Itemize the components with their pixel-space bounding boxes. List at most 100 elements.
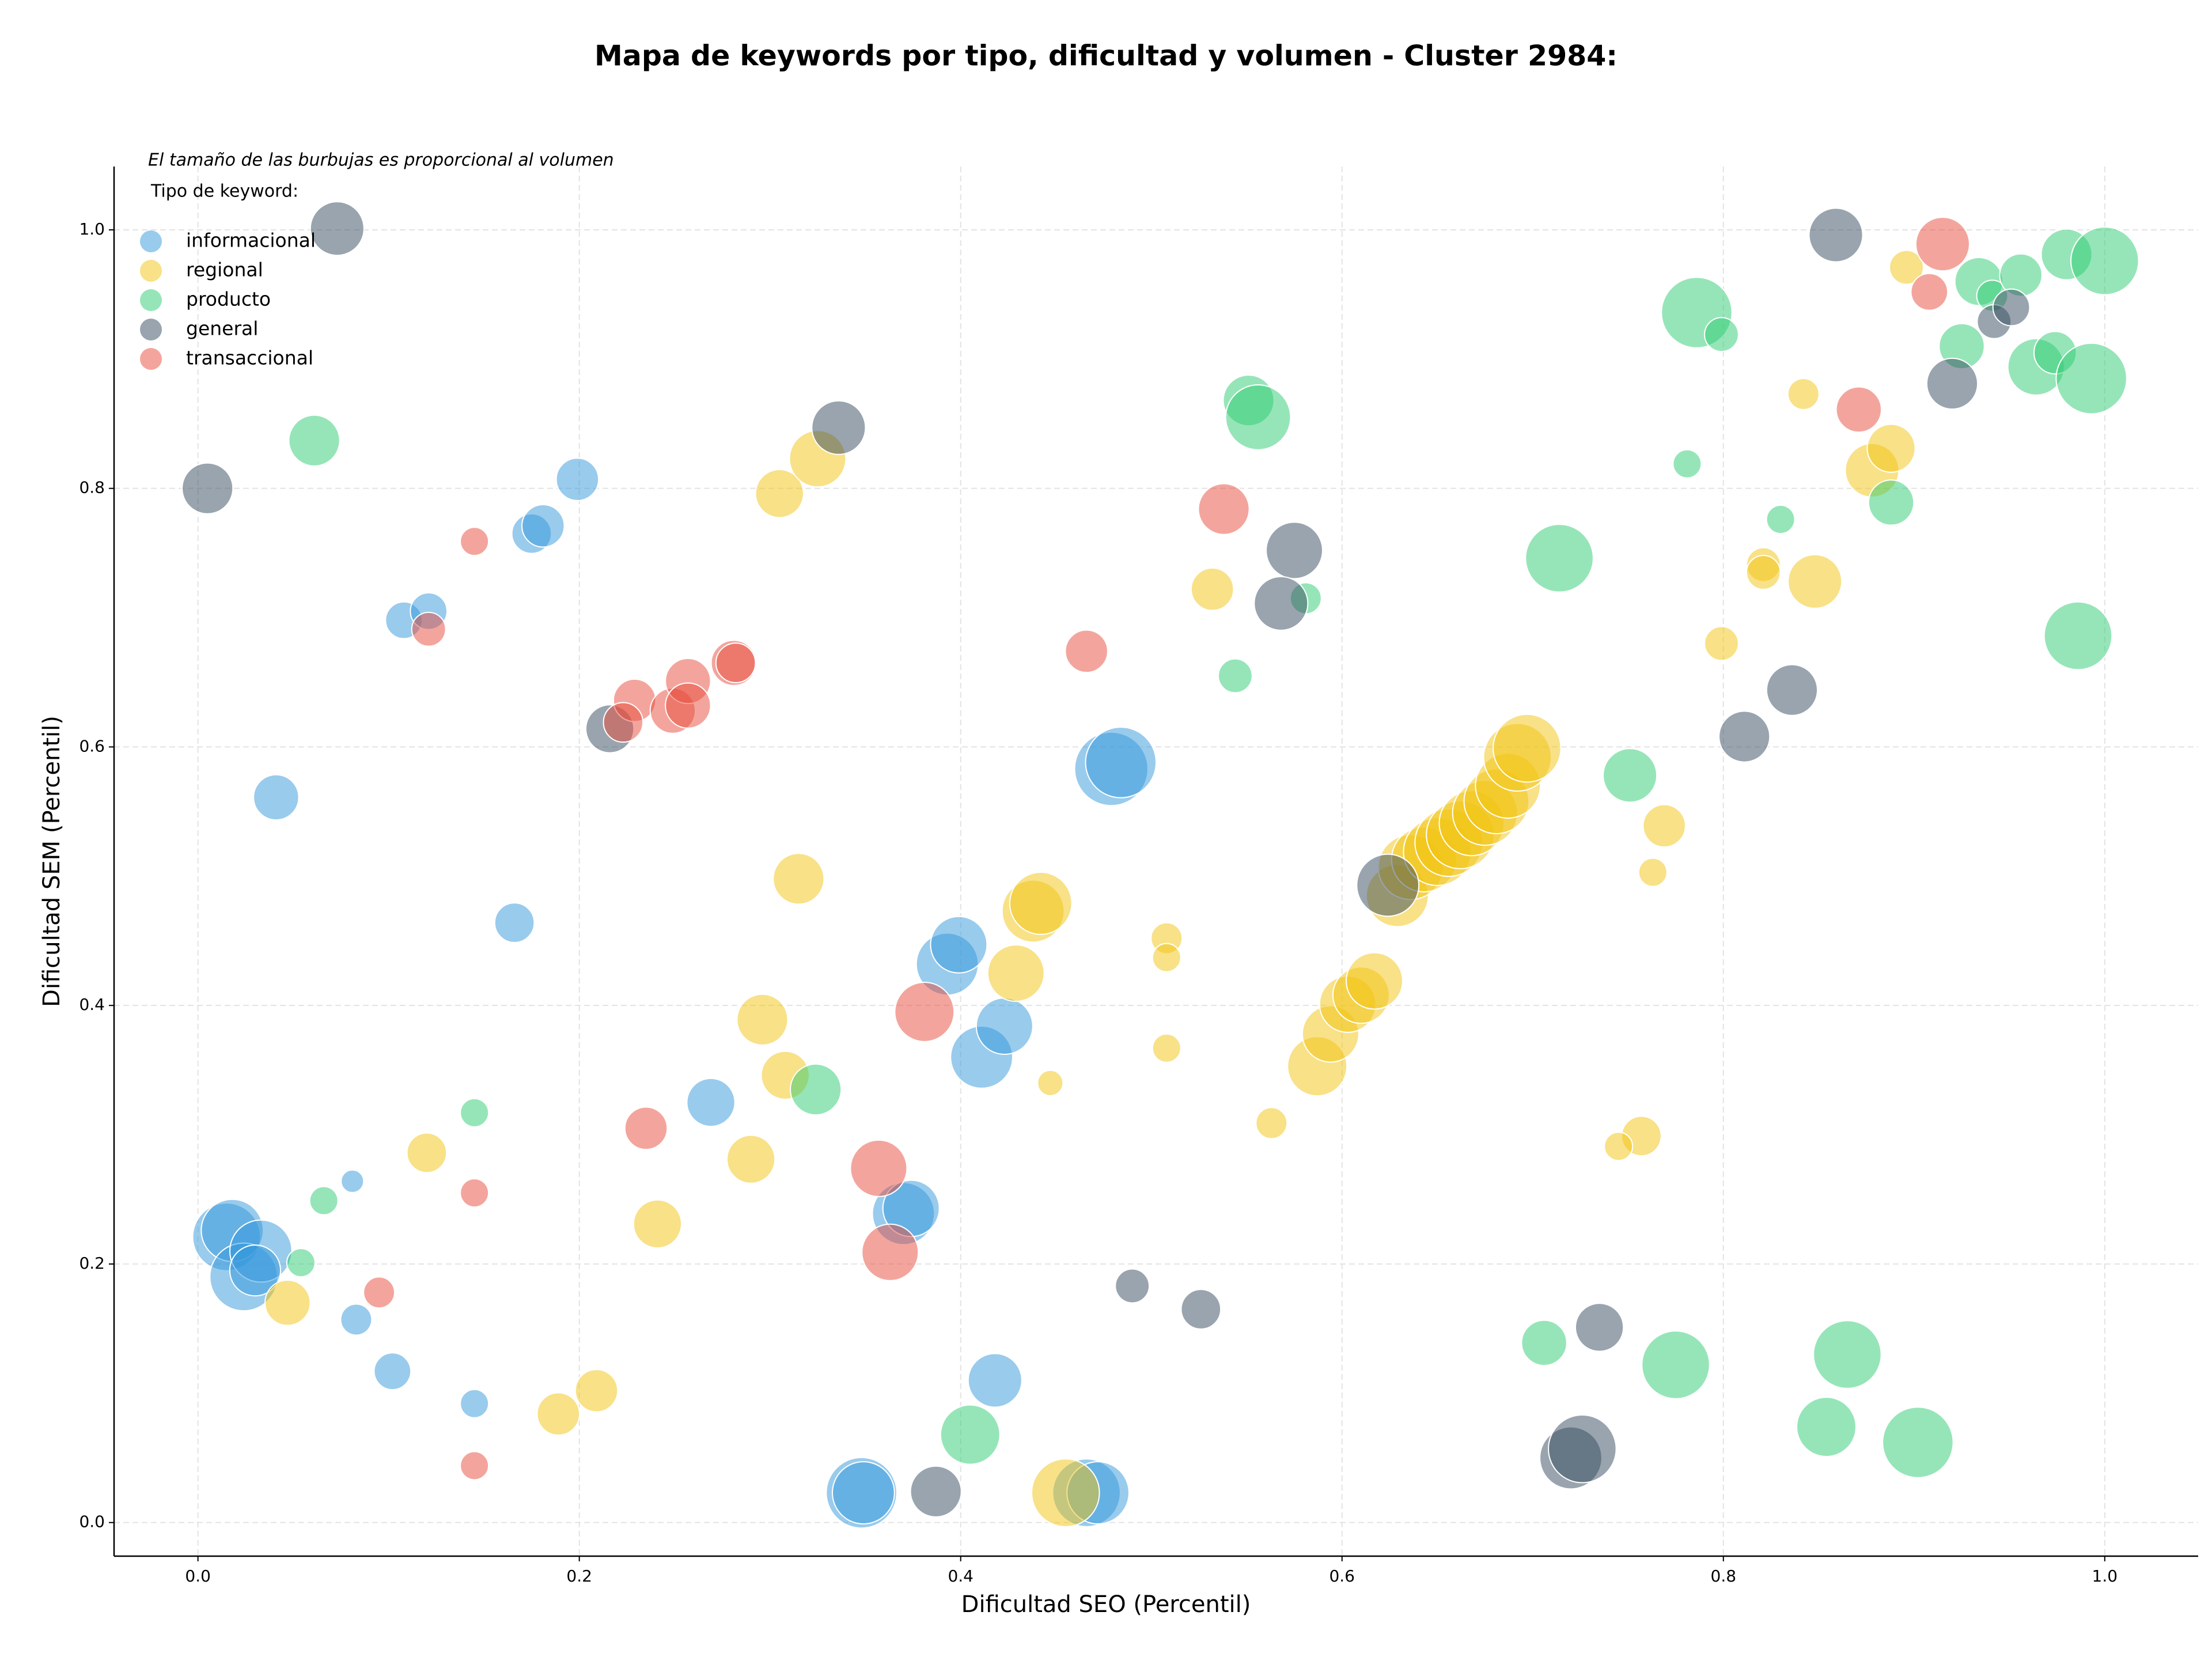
legend-marker (140, 289, 162, 311)
bubble (1882, 1406, 1954, 1478)
bubble (665, 682, 711, 729)
bubble (1808, 207, 1863, 263)
bubble (632, 1199, 683, 1248)
bubble (1525, 524, 1594, 593)
legend-label: producto (186, 288, 271, 311)
bubble (460, 1178, 490, 1208)
bubble (755, 469, 804, 519)
bubble (1718, 710, 1771, 763)
bubble (309, 1186, 339, 1216)
bubble (1603, 748, 1658, 803)
bubble (1225, 384, 1291, 451)
bubble (1787, 554, 1843, 609)
bubble (1521, 1319, 1567, 1366)
bubble (1604, 1132, 1634, 1161)
bubble (1835, 386, 1882, 433)
legend-label: general (186, 317, 258, 340)
bubble (1217, 658, 1253, 694)
x-tick-label: 0.4 (948, 1567, 974, 1586)
bubble (1115, 1268, 1150, 1304)
bubble (1910, 273, 1949, 311)
bubble (1889, 249, 1924, 285)
bubbles (181, 201, 2139, 1529)
bubble (726, 1134, 776, 1184)
legend: El tamaño de las burbujas es proporciona… (140, 150, 614, 370)
bubble (181, 462, 234, 514)
bubble (1704, 317, 1739, 353)
legend-title: Tipo de keyword: (150, 181, 298, 202)
bubble (288, 414, 340, 467)
bubble (1266, 521, 1323, 580)
y-tick-label: 1.0 (79, 220, 105, 239)
bubble (286, 1248, 316, 1278)
bubble (1766, 664, 1819, 716)
bubble (574, 1369, 619, 1413)
chart-title: Mapa de keywords por tipo, dificultad y … (594, 40, 1618, 73)
legend-marker (140, 230, 162, 252)
bubble (1704, 626, 1739, 661)
bubble (253, 774, 300, 821)
bubble (975, 997, 1033, 1055)
bubble (363, 1276, 396, 1309)
bubble (811, 400, 866, 455)
bubble (494, 902, 535, 943)
bubble (850, 1139, 908, 1197)
bubble (340, 1303, 373, 1336)
bubble (460, 1451, 490, 1481)
bubble (1493, 713, 1562, 783)
bubble (264, 1280, 311, 1326)
bubble (1253, 576, 1309, 631)
bubble (967, 1353, 1022, 1408)
legend-marker (140, 348, 162, 370)
bubble (624, 1106, 668, 1151)
bubble (460, 527, 490, 557)
y-axis-label: Dificultad SEM (Percentil) (39, 716, 65, 1007)
bubble (2043, 601, 2113, 671)
bubble (1031, 1458, 1100, 1527)
bubble (861, 1223, 919, 1281)
bubble (229, 1244, 282, 1297)
legend-marker (140, 319, 162, 340)
axes: 0.0 0.2 0.4 0.6 0.8 1.0 0.0 0.2 0.4 0.6 0.8 1.0 (79, 167, 2198, 1586)
bubble (1346, 952, 1403, 1010)
bubble (411, 611, 446, 647)
bubble (460, 1098, 490, 1127)
bubble (1745, 555, 1781, 590)
bubble (1255, 1107, 1288, 1140)
y-tick-label: 0.6 (79, 736, 105, 755)
bubble (1787, 377, 1820, 410)
y-tick-label: 0.4 (79, 995, 105, 1014)
legend-label: transaccional (186, 347, 313, 369)
bubble (460, 1388, 490, 1418)
annotation: El tamaño de las burbujas es proporciona… (148, 150, 614, 171)
x-tick-label: 0.6 (1329, 1567, 1355, 1586)
y-tick-label: 0.8 (79, 478, 105, 497)
x-tick-label: 0.0 (185, 1567, 211, 1586)
bubble (930, 915, 988, 974)
y-tick-label: 0.2 (79, 1254, 105, 1273)
bubble (555, 457, 600, 501)
bubble (686, 1077, 736, 1127)
bubble (2070, 226, 2139, 296)
bubble (987, 944, 1045, 1002)
bubble (1152, 943, 1181, 973)
bubble (894, 981, 955, 1042)
bubble (715, 642, 756, 683)
bubble (406, 1132, 448, 1174)
x-tick-label: 0.2 (566, 1567, 592, 1586)
grid (114, 167, 2198, 1556)
bubble (1868, 479, 1915, 526)
x-tick-label: 0.8 (1711, 1567, 1737, 1586)
bubble (521, 504, 565, 548)
bubble (1915, 217, 1970, 272)
bubble (1009, 872, 1073, 935)
bubble (1548, 1414, 1617, 1484)
bubble (1065, 629, 1108, 674)
bubble (1642, 804, 1686, 848)
bubble (340, 1169, 365, 1193)
bubble (1813, 1320, 1882, 1389)
bubble (790, 1063, 842, 1116)
bubble (1198, 483, 1250, 535)
bubble (1796, 1397, 1857, 1458)
